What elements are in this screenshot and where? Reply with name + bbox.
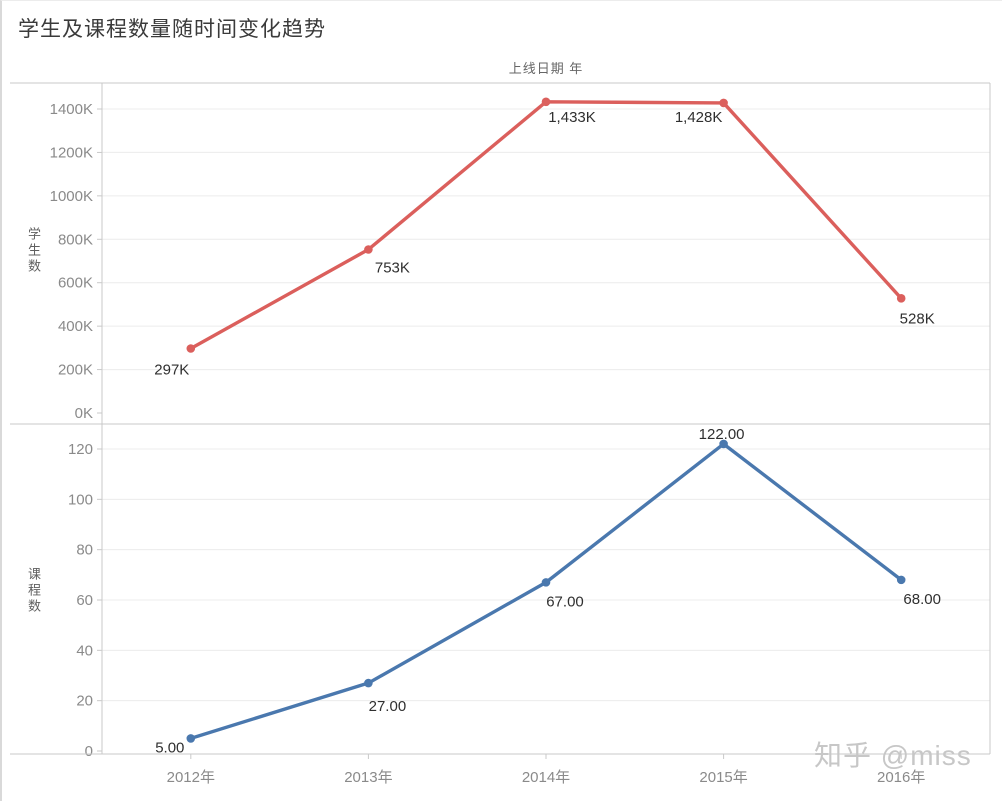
data-point-label: 1,428K [675, 109, 723, 126]
data-point-marker [541, 578, 551, 587]
watermark: 知乎 @miss [814, 740, 972, 771]
y-tick-label: 20 [76, 693, 93, 710]
data-point-label: 122.00 [699, 426, 745, 443]
y-tick-label: 40 [76, 642, 93, 659]
data-point-marker [364, 245, 373, 254]
y-tick-label: 60 [76, 592, 93, 609]
data-point-label: 5.00 [155, 739, 184, 756]
data-point-marker [719, 98, 728, 108]
y-tick-label: 800K [58, 231, 93, 248]
chart-title: 学生及课程数量随时间变化趋势 [18, 17, 326, 41]
y-tick-label: 0 [85, 743, 93, 760]
y-tick-label: 100 [68, 491, 93, 508]
series-line [189, 442, 903, 741]
x-tick-label: 2015年 [699, 769, 747, 786]
data-point-marker [896, 294, 906, 303]
data-point-marker [541, 97, 551, 107]
x-tick-label: 2016年 [877, 769, 925, 786]
data-point-label: 1,433K [548, 109, 596, 126]
data-point-marker [719, 439, 728, 449]
data-point-label: 753K [375, 259, 410, 276]
y-tick-label: 0K [75, 405, 93, 422]
data-point-label: 68.00 [903, 591, 941, 608]
data-point-marker [186, 734, 196, 743]
y-tick-label: 1200K [50, 144, 93, 161]
data-point-label: 27.00 [369, 698, 407, 715]
y-tick-label: 400K [58, 318, 93, 335]
y-tick-label: 80 [76, 542, 93, 559]
x-axis-title: 上线日期 年 [508, 61, 584, 76]
data-point-label: 528K [900, 310, 935, 327]
data-point-marker [896, 575, 906, 585]
y-tick-label: 1000K [50, 188, 93, 205]
y-tick-label: 200K [58, 362, 93, 379]
data-point-marker [364, 678, 373, 688]
x-tick-label: 2012年 [167, 769, 215, 786]
data-point-marker [186, 344, 196, 353]
y-tick-label: 120 [68, 441, 93, 458]
y-tick-label: 1400K [50, 101, 93, 118]
y-axis-title-students: 学生数 [26, 227, 41, 275]
x-tick-label: 2013年 [344, 769, 392, 786]
series-line [189, 100, 903, 351]
y-tick-label: 600K [58, 275, 93, 292]
y-axis-title-courses: 课程数 [26, 567, 41, 615]
data-point-label: 297K [154, 362, 189, 379]
x-tick-label: 2014年 [522, 769, 570, 786]
data-point-label: 67.00 [546, 593, 584, 610]
